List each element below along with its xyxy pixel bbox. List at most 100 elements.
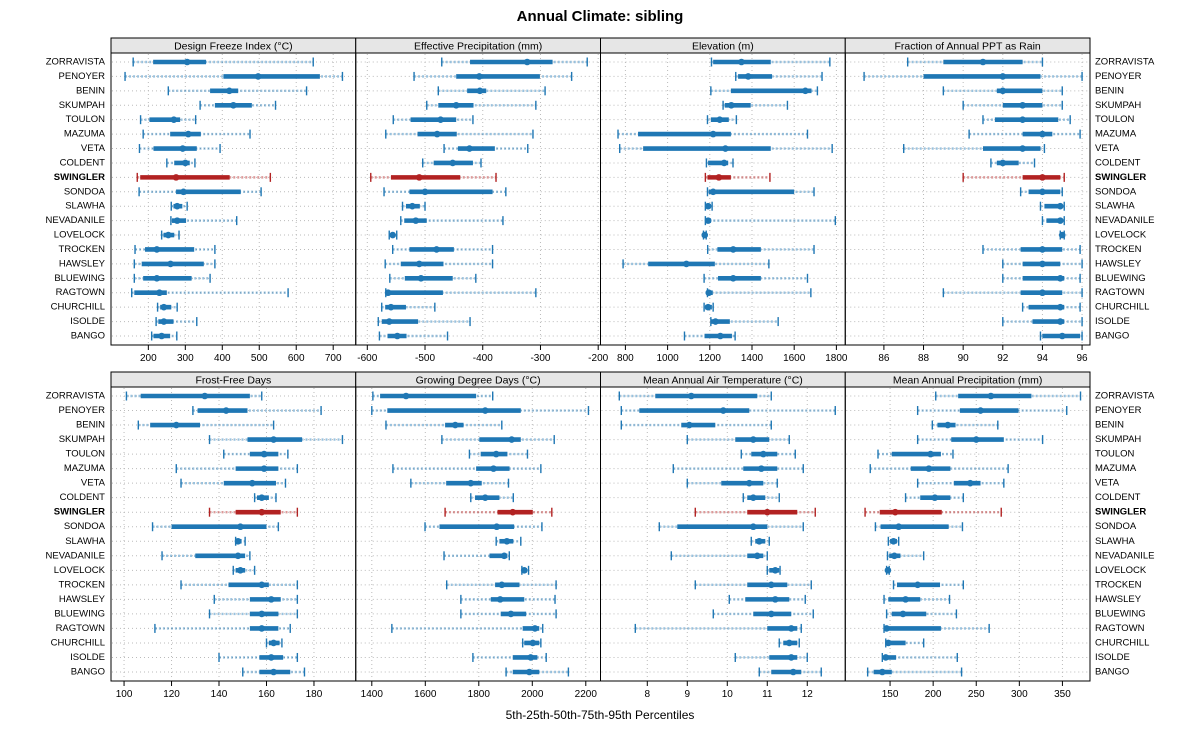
median-dot: [260, 465, 268, 472]
series-mazuma-fraction-annual-ppt-rain: [968, 129, 1081, 139]
median-dot: [767, 610, 775, 618]
median-dot: [785, 639, 793, 647]
series-churchill-elevation: [703, 302, 714, 312]
series-nevadanile-growing-degree-days: [443, 551, 510, 561]
series-penoyer-frost-free-days: [192, 406, 322, 416]
series-benin-growing-degree-days: [385, 420, 503, 430]
series-lovelock-fraction-annual-ppt-rain: [1058, 230, 1066, 240]
series-slawha-mean-annual-air-temperature: [750, 536, 770, 546]
series-swingler-effective-precipitation: [370, 172, 497, 182]
median-dot: [153, 246, 161, 253]
axis-tick-label: 90: [958, 353, 970, 364]
station-label: ZORRAVISTA: [1095, 391, 1155, 402]
axis-tick-label: 1600: [783, 353, 806, 364]
station-label: BLUEWING: [1095, 273, 1146, 284]
median-dot: [1056, 217, 1064, 224]
median-dot: [1019, 116, 1026, 123]
median-dot: [421, 188, 429, 196]
station-label: BANGO: [1095, 667, 1129, 678]
station-label: TROCKEN: [59, 579, 106, 590]
series-mazuma-design-freeze-index: [142, 129, 251, 139]
series-lovelock-effective-precipitation: [388, 230, 398, 240]
series-toulon-fraction-annual-ppt-rain: [982, 115, 1071, 125]
station-label: SKUMPAH: [1095, 434, 1141, 445]
station-label: SLAWHA: [65, 201, 105, 212]
axis-tick-label: 96: [1077, 353, 1089, 364]
series-bango-growing-degree-days: [505, 667, 570, 677]
series-trocken-frost-free-days: [180, 580, 299, 590]
axis-tick-label: 2200: [575, 689, 598, 700]
panel-strip: [844, 37, 1091, 54]
series-mazuma-effective-precipitation: [385, 129, 534, 139]
median-dot: [412, 217, 420, 224]
axis-tick-label: 1800: [468, 689, 491, 700]
median-dot: [883, 625, 890, 632]
station-label: TROCKEN: [1095, 579, 1142, 590]
station-label: VETA: [81, 478, 106, 489]
panel-border: [110, 386, 357, 682]
median-dot: [1039, 246, 1046, 253]
series-zorravista-effective-precipitation: [441, 57, 588, 67]
station-label: COLDENT: [60, 492, 106, 503]
series-trocken-elevation: [706, 244, 815, 254]
series-hawsley-growing-degree-days: [460, 594, 556, 604]
axis-tick-label: 2000: [521, 689, 544, 700]
series-zorravista-mean-annual-precipitation: [935, 391, 1082, 401]
median-dot: [179, 145, 187, 152]
axis-tick-label: 100: [116, 689, 133, 700]
median-dot: [237, 567, 244, 574]
station-label: HAWSLEY: [1095, 594, 1142, 605]
series-hawsley-frost-free-days: [213, 594, 299, 604]
axis-tick-label: 200: [925, 689, 942, 700]
series-sondoa-mean-annual-precipitation: [874, 522, 964, 532]
series-toulon-mean-annual-precipitation: [877, 449, 954, 459]
median-dot: [201, 392, 209, 400]
median-dot: [753, 552, 761, 560]
median-dot: [267, 596, 275, 603]
series-coldent-elevation: [705, 158, 734, 168]
station-label: SWINGLER: [1095, 507, 1146, 518]
series-hawsley-design-freeze-index: [133, 259, 216, 269]
station-label: ZORRAVISTA: [46, 391, 106, 402]
series-zorravista-elevation: [710, 57, 831, 67]
series-swingler-growing-degree-days: [444, 507, 553, 517]
station-label: VETA: [81, 143, 106, 154]
median-dot: [500, 552, 508, 560]
series-churchill-mean-annual-precipitation: [885, 638, 925, 648]
median-dot: [165, 231, 172, 239]
series-nevadanile-mean-annual-precipitation: [886, 551, 925, 561]
median-dot: [999, 159, 1007, 167]
median-dot: [749, 523, 757, 531]
station-labels-left-row0: ZORRAVISTA PENOYER BENIN SKUMPAH TOULON MAZUM…: [46, 57, 106, 342]
median-dot: [452, 101, 460, 109]
station-label: ZORRAVISTA: [46, 57, 106, 68]
series-nevadanile-elevation: [704, 216, 837, 226]
station-label: PENOYER: [59, 405, 106, 416]
panel-fraction-annual-ppt-rain: 86 88 90 92 94 96 Fraction of Annual PPT as Ra…: [844, 37, 1091, 364]
series-bluewing-design-freeze-index: [133, 273, 211, 283]
series-coldent-fraction-annual-ppt-rain: [990, 158, 1036, 168]
median-dot: [789, 668, 797, 676]
station-label: SLAWHA: [1095, 201, 1135, 212]
median-dot: [763, 508, 771, 516]
series-ragtown-elevation: [705, 288, 812, 298]
station-label: MAZUMA: [1095, 463, 1137, 474]
median-dot: [744, 73, 752, 80]
median-dot: [979, 58, 987, 66]
median-dot: [417, 275, 425, 282]
median-dot: [523, 58, 531, 66]
series-mazuma-growing-degree-days: [392, 464, 542, 474]
median-dot: [248, 479, 256, 487]
median-dot: [449, 159, 457, 167]
station-label: TOULON: [66, 449, 106, 460]
median-dot: [481, 407, 489, 414]
axis-tick-label: 350: [1054, 689, 1071, 700]
panel-mean-annual-air-temperature: 8 9 10 11 12 Mean Annual Air Temperature (°C): [600, 371, 846, 700]
axis-tick-label: 11: [762, 689, 773, 700]
series-lovelock-growing-degree-days: [520, 565, 530, 575]
series-isolde-design-freeze-index: [155, 317, 198, 327]
series-toulon-elevation: [706, 115, 738, 125]
median-dot: [722, 145, 729, 152]
median-dot: [1058, 231, 1066, 239]
